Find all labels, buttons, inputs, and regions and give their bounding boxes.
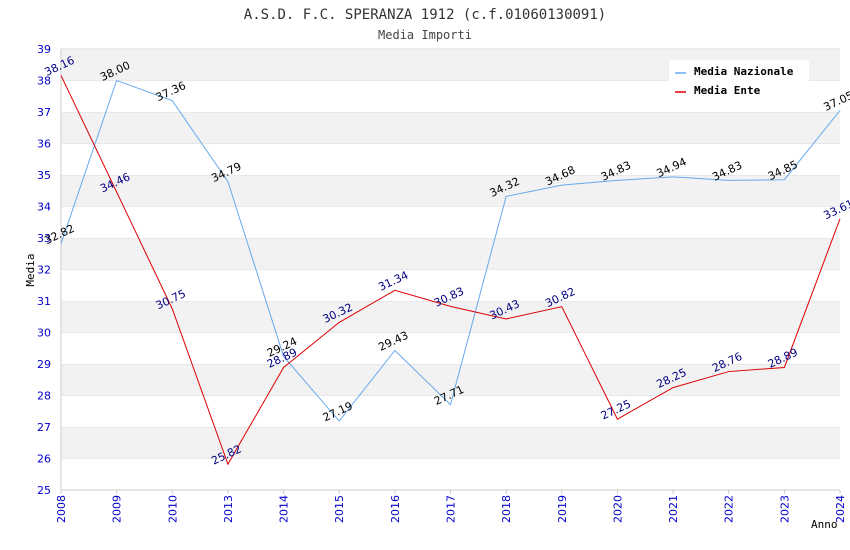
x-tick-label: 2023 xyxy=(778,495,791,523)
grid-band xyxy=(61,301,840,333)
y-tick-label: 32 xyxy=(37,264,51,277)
grid-band xyxy=(61,332,840,364)
y-tick-label: 36 xyxy=(37,138,51,151)
series-line-media-nazionale xyxy=(60,79,841,422)
x-tick-label: 2021 xyxy=(667,495,680,523)
grid-band xyxy=(61,175,840,207)
series-lines xyxy=(60,75,841,466)
y-tick-label: 27 xyxy=(37,421,51,434)
y-tick-label: 33 xyxy=(37,232,51,245)
grid-bands xyxy=(61,48,840,490)
chart-title: A.S.D. F.C. SPERANZA 1912 (c.f.010601300… xyxy=(244,7,606,23)
x-tick-labels: 2008 2009 2010 2013 2014 2015 2016 2017 2018 2019… xyxy=(55,490,847,523)
x-axis-label: Anno xyxy=(811,518,838,531)
grid-band xyxy=(61,458,840,490)
series-line-media-ente xyxy=(60,75,841,466)
x-tick-label: 2009 xyxy=(111,495,124,523)
legend-box xyxy=(669,60,809,102)
legend: Media Nazionale Media Ente xyxy=(669,60,809,102)
x-tick-label: 2022 xyxy=(723,495,736,523)
y-tick-label: 39 xyxy=(37,43,51,56)
x-tick-label: 2013 xyxy=(222,495,235,523)
y-tick-label: 26 xyxy=(37,453,51,466)
x-tick-label: 2019 xyxy=(556,495,569,523)
y-tick-label: 35 xyxy=(37,169,51,182)
y-axis-label: Media xyxy=(24,253,37,286)
grid-band xyxy=(61,143,840,175)
grid-band xyxy=(61,112,840,144)
grid-band xyxy=(61,364,840,396)
y-tick-label: 37 xyxy=(37,106,51,119)
x-tick-label: 2020 xyxy=(611,495,624,523)
y-tick-label: 28 xyxy=(37,390,51,403)
grid-band xyxy=(61,395,840,427)
y-tick-labels: 25 26 27 28 29 30 31 32 33 34 35 36 37 38 39 xyxy=(37,43,51,497)
x-tick-label: 2014 xyxy=(278,495,291,523)
x-tick-label: 2024 xyxy=(834,495,847,523)
grid-band xyxy=(61,238,840,270)
legend-entry: Media Ente xyxy=(694,84,761,97)
grid-band xyxy=(61,269,840,301)
legend-entry: Media Nazionale xyxy=(694,65,794,78)
grid-band xyxy=(61,427,840,459)
y-tick-label: 38 xyxy=(37,75,51,88)
y-tick-label: 34 xyxy=(37,201,51,214)
y-tick-label: 31 xyxy=(37,295,51,308)
x-tick-label: 2018 xyxy=(500,495,513,523)
y-tick-label: 30 xyxy=(37,327,51,340)
grid-band xyxy=(61,206,840,238)
x-tick-label: 2016 xyxy=(389,495,402,523)
y-tick-label: 29 xyxy=(37,358,51,371)
x-tick-label: 2015 xyxy=(333,495,346,523)
chart-subtitle: Media Importi xyxy=(378,28,472,42)
y-tick-label: 25 xyxy=(37,484,51,497)
x-tick-label: 2017 xyxy=(445,495,458,523)
x-tick-label: 2008 xyxy=(55,495,68,523)
x-tick-label: 2010 xyxy=(166,495,179,523)
